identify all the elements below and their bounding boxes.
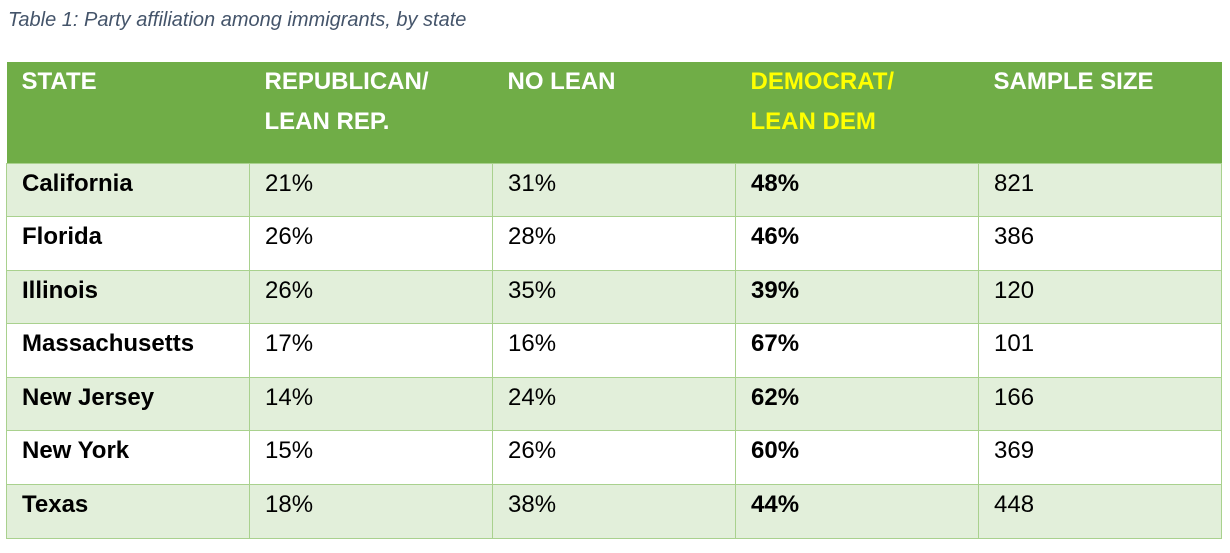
republican-cell: 26% [249,269,493,325]
table-row: Massachusetts 17% 16% 67% 101 [6,323,1222,378]
state-cell: New York [6,430,250,486]
column-header-state: STATE [6,62,250,163]
democrat-cell: 39% [735,269,979,325]
state-cell: Massachusetts [6,323,250,378]
table-row: New Jersey 14% 24% 62% 166 [6,376,1222,432]
column-header-sample-size: SAMPLE SIZE [978,62,1222,163]
democrat-cell: 44% [735,484,979,539]
column-header-no-lean: NO LEAN [492,62,736,163]
header-row: STATE REPUBLICAN/ LEAN REP. NO LEAN DEMO… [6,62,1222,163]
republican-cell: 18% [249,484,493,539]
republican-cell: 21% [249,162,493,218]
state-cell: Florida [6,216,250,271]
state-cell: Texas [6,484,250,539]
democrat-cell: 67% [735,323,979,378]
democrat-cell: 48% [735,162,979,218]
state-cell: California [6,162,250,218]
state-cell: Illinois [6,269,250,325]
no-lean-cell: 16% [492,323,736,378]
republican-cell: 14% [249,376,493,432]
state-cell: New Jersey [6,376,250,432]
sample-size-cell: 386 [978,216,1222,271]
column-header-democrat: DEMOCRAT/ LEAN DEM [735,62,979,163]
table-row: Illinois 26% 35% 39% 120 [6,269,1222,325]
sample-size-cell: 448 [978,484,1222,539]
no-lean-cell: 28% [492,216,736,271]
table-row: Texas 18% 38% 44% 448 [6,484,1222,539]
democrat-cell: 62% [735,376,979,432]
republican-cell: 17% [249,323,493,378]
no-lean-cell: 31% [492,162,736,218]
table-row: Florida 26% 28% 46% 386 [6,216,1222,271]
republican-cell: 15% [249,430,493,486]
democrat-cell: 46% [735,216,979,271]
sample-size-cell: 369 [978,430,1222,486]
table-caption: Table 1: Party affiliation among immigra… [8,9,467,31]
sample-size-cell: 166 [978,376,1222,432]
column-header-republican: REPUBLICAN/ LEAN REP. [249,62,493,163]
table-row: New York 15% 26% 60% 369 [6,430,1222,486]
no-lean-cell: 26% [492,430,736,486]
sample-size-cell: 120 [978,269,1222,325]
democrat-cell: 60% [735,430,979,486]
party-affiliation-table: STATE REPUBLICAN/ LEAN REP. NO LEAN DEMO… [6,62,1222,539]
table-row: California 21% 31% 48% 821 [6,162,1222,218]
sample-size-cell: 821 [978,162,1222,218]
no-lean-cell: 38% [492,484,736,539]
no-lean-cell: 35% [492,269,736,325]
sample-size-cell: 101 [978,323,1222,378]
no-lean-cell: 24% [492,376,736,432]
republican-cell: 26% [249,216,493,271]
